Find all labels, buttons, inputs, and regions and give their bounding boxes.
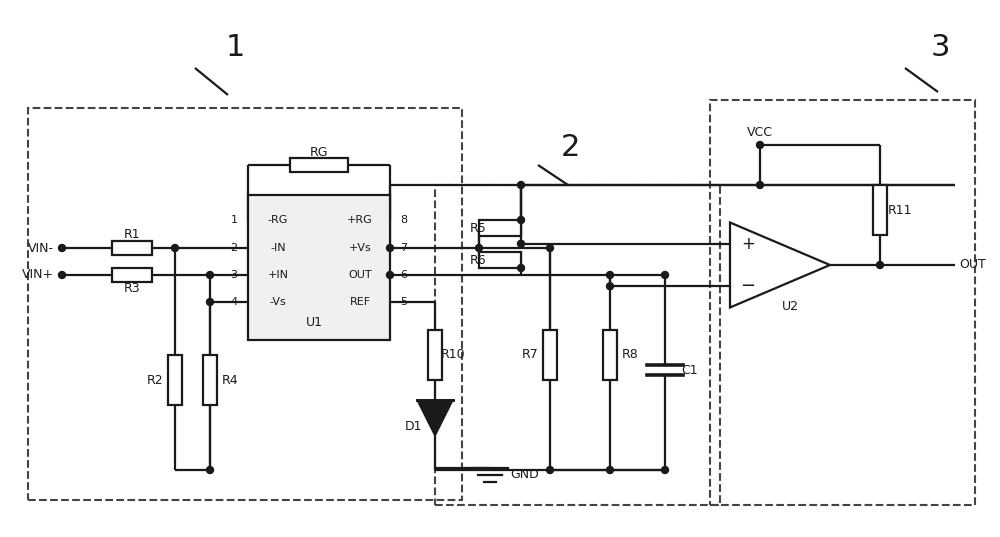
Circle shape xyxy=(606,272,614,279)
Text: +: + xyxy=(741,235,755,253)
Bar xyxy=(112,268,152,282)
Bar xyxy=(248,195,390,340)
Bar xyxy=(290,158,348,172)
Circle shape xyxy=(207,299,214,306)
Text: U1: U1 xyxy=(306,316,322,329)
Polygon shape xyxy=(730,222,830,308)
Text: 6: 6 xyxy=(400,270,408,280)
Circle shape xyxy=(518,265,524,272)
Text: +IN: +IN xyxy=(268,270,288,280)
Circle shape xyxy=(546,244,554,251)
Bar xyxy=(112,241,152,255)
Circle shape xyxy=(207,272,214,279)
Text: R10: R10 xyxy=(441,349,465,361)
Circle shape xyxy=(876,262,884,268)
Text: −: − xyxy=(740,277,756,295)
Text: VIN+: VIN+ xyxy=(22,268,54,281)
Circle shape xyxy=(662,467,668,474)
Circle shape xyxy=(386,272,394,279)
Text: 5: 5 xyxy=(400,297,408,307)
Text: +RG: +RG xyxy=(347,215,373,225)
Bar xyxy=(428,330,442,380)
Text: R4: R4 xyxy=(222,374,238,387)
Text: R5: R5 xyxy=(470,221,486,235)
Bar xyxy=(603,330,617,380)
Circle shape xyxy=(518,240,524,247)
Bar xyxy=(479,220,521,236)
Polygon shape xyxy=(417,400,453,436)
Text: -IN: -IN xyxy=(270,243,286,253)
Text: C1: C1 xyxy=(682,364,698,376)
Circle shape xyxy=(518,182,524,188)
Text: R2: R2 xyxy=(147,374,163,387)
Circle shape xyxy=(757,182,764,188)
Bar xyxy=(203,355,217,405)
Text: R8: R8 xyxy=(622,349,638,361)
Text: 7: 7 xyxy=(400,243,408,253)
Text: 1: 1 xyxy=(230,215,238,225)
Text: RG: RG xyxy=(310,147,328,159)
Bar xyxy=(28,108,462,500)
Text: REF: REF xyxy=(349,297,371,307)
Text: R11: R11 xyxy=(888,204,912,216)
Text: VIN-: VIN- xyxy=(28,242,54,255)
Circle shape xyxy=(58,272,66,279)
Text: 2: 2 xyxy=(560,134,580,163)
Text: 4: 4 xyxy=(230,297,238,307)
Circle shape xyxy=(757,142,764,149)
Text: -Vs: -Vs xyxy=(270,297,286,307)
Text: U2: U2 xyxy=(782,301,798,314)
Circle shape xyxy=(606,283,614,290)
Bar xyxy=(435,185,720,505)
Text: -RG: -RG xyxy=(268,215,288,225)
Text: R1: R1 xyxy=(124,229,140,242)
Bar xyxy=(873,185,887,235)
Text: 3: 3 xyxy=(930,33,950,62)
Text: 3: 3 xyxy=(230,270,238,280)
Circle shape xyxy=(386,244,394,251)
Circle shape xyxy=(546,467,554,474)
Text: 2: 2 xyxy=(230,243,238,253)
Circle shape xyxy=(172,244,178,251)
Bar xyxy=(543,330,557,380)
Text: R6: R6 xyxy=(470,253,486,266)
Text: 1: 1 xyxy=(225,33,245,62)
Text: +Vs: +Vs xyxy=(349,243,371,253)
Text: GND: GND xyxy=(511,468,539,482)
Text: R3: R3 xyxy=(124,282,140,295)
Circle shape xyxy=(518,216,524,223)
Text: 8: 8 xyxy=(400,215,408,225)
Circle shape xyxy=(207,467,214,474)
Text: R7: R7 xyxy=(522,349,538,361)
Circle shape xyxy=(476,244,482,251)
Circle shape xyxy=(58,244,66,251)
Circle shape xyxy=(606,467,614,474)
Bar xyxy=(479,252,521,268)
Bar xyxy=(710,100,975,505)
Text: D1: D1 xyxy=(404,420,422,433)
Text: OUT: OUT xyxy=(348,270,372,280)
Text: OUT: OUT xyxy=(960,258,986,272)
Circle shape xyxy=(662,272,668,279)
Bar xyxy=(168,355,182,405)
Text: VCC: VCC xyxy=(747,127,773,140)
